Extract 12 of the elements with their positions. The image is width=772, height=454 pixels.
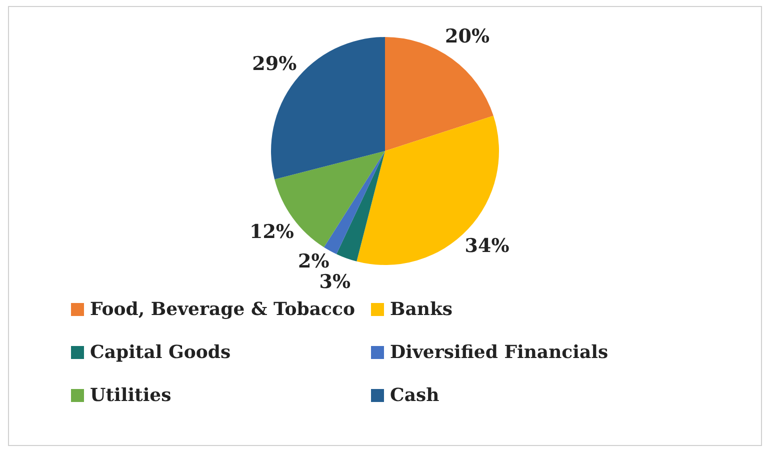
- data-label: 2%: [298, 250, 330, 272]
- legend-label: Utilities: [90, 385, 172, 406]
- legend-label: Diversified Financials: [390, 342, 608, 363]
- legend-label: Banks: [390, 299, 453, 320]
- legend-label: Food, Beverage & Tobacco: [90, 299, 355, 320]
- legend-label: Capital Goods: [90, 342, 231, 363]
- data-label: 20%: [445, 26, 490, 48]
- legend-label: Cash: [390, 385, 440, 406]
- data-label: 3%: [319, 271, 351, 294]
- data-label: 34%: [464, 234, 510, 257]
- data-label: 29%: [252, 53, 297, 76]
- data-label: 12%: [249, 221, 294, 244]
